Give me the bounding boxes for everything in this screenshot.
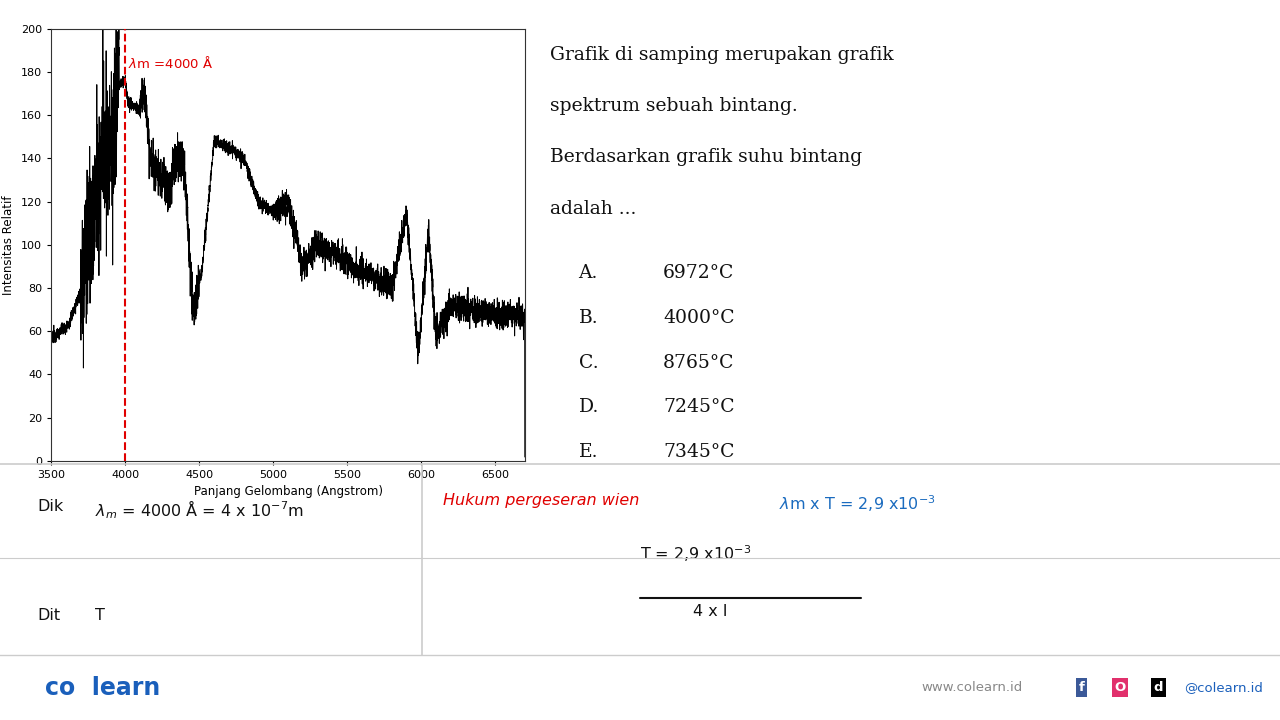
Text: 8765°C: 8765°C — [663, 354, 735, 372]
Text: T: T — [95, 608, 105, 623]
Y-axis label: Intensitas Relatif: Intensitas Relatif — [3, 195, 15, 294]
Text: f: f — [1079, 681, 1084, 694]
Text: A.: A. — [579, 264, 598, 282]
Text: T = 2,9 x10$^{-3}$: T = 2,9 x10$^{-3}$ — [640, 543, 751, 564]
Text: adalah ...: adalah ... — [550, 199, 636, 217]
Text: www.colearn.id: www.colearn.id — [922, 681, 1023, 694]
Text: O: O — [1115, 681, 1125, 694]
Text: $\lambda$m x T = 2,9 x10$^{-3}$: $\lambda$m x T = 2,9 x10$^{-3}$ — [780, 493, 936, 514]
Text: D.: D. — [579, 398, 599, 416]
X-axis label: Panjang Gelombang (Angstrom): Panjang Gelombang (Angstrom) — [193, 485, 383, 498]
Text: Dit: Dit — [37, 608, 60, 623]
Text: $\lambda$m =4000 Å: $\lambda$m =4000 Å — [128, 55, 214, 71]
Text: 4000°C: 4000°C — [663, 309, 735, 327]
Text: E.: E. — [579, 443, 598, 461]
Text: 6972°C: 6972°C — [663, 264, 735, 282]
Text: Berdasarkan grafik suhu bintang: Berdasarkan grafik suhu bintang — [550, 148, 863, 166]
Text: co  learn: co learn — [45, 675, 160, 700]
Text: d: d — [1153, 681, 1164, 694]
Text: 7345°C: 7345°C — [663, 443, 735, 461]
Text: C.: C. — [579, 354, 598, 372]
Text: B.: B. — [579, 309, 598, 327]
Text: $\lambda_m$ = 4000 $\rm\AA$ = 4 x 10$^{-7}$m: $\lambda_m$ = 4000 $\rm\AA$ = 4 x 10$^{-… — [95, 499, 303, 521]
Text: Dik: Dik — [37, 499, 64, 514]
Text: 4 x l: 4 x l — [694, 603, 727, 618]
Text: @colearn.id: @colearn.id — [1184, 681, 1263, 694]
Text: 7245°C: 7245°C — [663, 398, 735, 416]
Text: Hukum pergeseran wien: Hukum pergeseran wien — [443, 493, 640, 508]
Text: Grafik di samping merupakan grafik: Grafik di samping merupakan grafik — [550, 45, 893, 63]
Text: spektrum sebuah bintang.: spektrum sebuah bintang. — [550, 97, 799, 115]
